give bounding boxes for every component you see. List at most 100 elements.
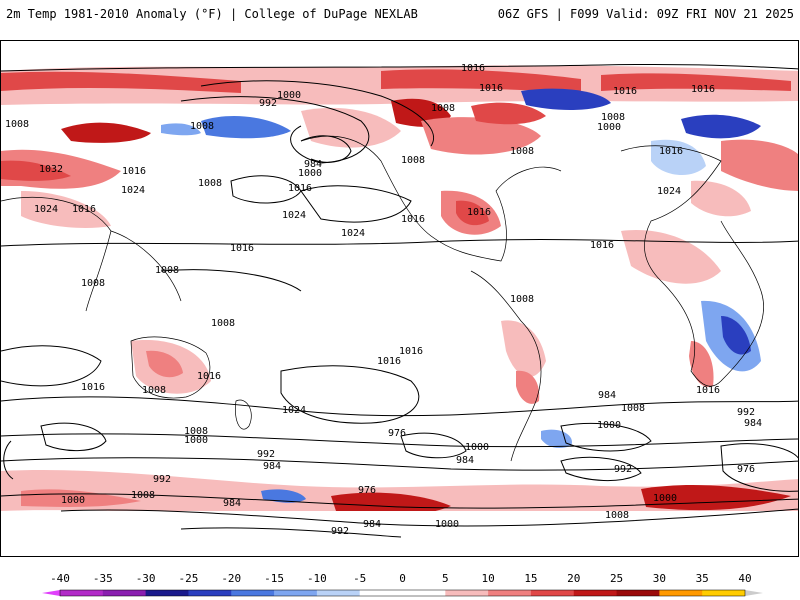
isobar-label: 1000 [653,493,677,504]
isobar-label: 1008 [81,278,105,289]
isobar-label: 1000 [465,442,489,453]
isobar-label: 1000 [61,495,85,506]
colorbar-tick-label: -25 [178,572,199,585]
isobar-label: 1024 [341,228,365,239]
isobar-label: 976 [358,485,376,496]
colorbar-outline [59,589,746,597]
colorbar-segment [60,590,104,596]
colorbar-tick-label: 25 [609,572,624,585]
anomaly-map: 1016 1016 1000 992 1008 1016 1016 1008 1… [1,63,798,556]
isobar-label: 1008 [142,385,166,396]
colorbar-segment [274,590,318,596]
colorbar-tick-label: 10 [481,572,495,585]
isobar-label: 1000 [298,168,322,179]
model-run-info: 06Z GFS | F099 Valid: 09Z FRI NOV 21 202… [497,7,794,21]
colorbar-segment [359,590,403,596]
isobar-label: 1008 [510,146,534,157]
colorbar-right-arrow [745,590,763,596]
isobar-label: 992 [614,464,632,475]
isobar-label: 1016 [659,146,683,157]
isobar-label: 1008 [431,103,455,114]
isobar-label: 1000 [597,122,621,133]
colorbar-tick-label: 30 [652,572,666,585]
isobar-label: 1008 [131,490,155,501]
isobars [1,63,798,538]
isobar-label: 984 [744,418,762,429]
isobar-label: 984 [456,455,474,466]
isobar-label: 1016 [613,86,637,97]
isobar-label: 976 [737,464,755,475]
isobar-label: 1008 [155,265,179,276]
isobar-label: 1008 [211,318,235,329]
isobar-label: 1016 [467,207,491,218]
isobar-label: 1016 [230,243,254,254]
isobar-label: 992 [257,449,275,460]
isobar-label: 1016 [399,346,423,357]
isobar-label: 1008 [605,510,629,521]
isobar-label: 1000 [435,519,459,530]
colorbar-segment [616,590,660,596]
isobar-label: 1016 [197,371,221,382]
isobar-label: 1000 [597,420,621,431]
isobar-label: 1008 [601,112,625,123]
map-panel[interactable]: 1016 1016 1000 992 1008 1016 1016 1008 1… [0,40,799,557]
isobar-label: 1008 [401,155,425,166]
colorbar-segment [188,590,232,596]
colorbar-segment [316,590,361,596]
colorbar-tick-label: -15 [264,572,284,585]
isobar-label: 1016 [696,385,720,396]
anomaly-shading [1,65,798,556]
isobar-label: 1008 [198,178,222,189]
isobar-label: 984 [223,498,241,509]
colorbar-tick-label: -35 [92,572,113,585]
isobar-label: 1024 [121,185,145,196]
isobar-label: 1016 [72,204,96,215]
isobar-label: 1008 [510,294,534,305]
isobar-label: 1024 [34,204,58,215]
coastlines [1,135,764,462]
isobar-label: 1016 [590,240,614,251]
colorbar-segment [231,590,275,596]
colorbar-segment [488,590,532,596]
isobar-label: 1016 [122,166,146,177]
isobar-label: 1008 [5,119,29,130]
colorbar-tick-label: 5 [442,572,449,585]
map-title: 2m Temp 1981-2010 Anomaly (°F) | College… [6,7,418,21]
colorbar-segment [702,590,746,596]
header: 2m Temp 1981-2010 Anomaly (°F) | College… [0,0,800,30]
isobar-label: 1016 [377,356,401,367]
isobar-label: 984 [363,519,381,530]
isobar-label: 984 [598,390,616,401]
isobar-label: 1008 [184,426,208,437]
isobar-label: 992 [153,474,171,485]
colorbar-segment [102,590,147,596]
isobar-label: 976 [388,428,406,439]
colorbar-segment [659,590,703,596]
colorbar-tick-label: 40 [738,572,752,585]
colorbar-scale [42,589,763,597]
isobar-label: 1008 [621,403,645,414]
isobar-label: 992 [331,526,349,537]
colorbar-tick-label: -30 [135,572,156,585]
isobar-label: 1032 [39,164,63,175]
colorbar-left-arrow [42,590,60,596]
isobar-label: 1024 [282,210,306,221]
colorbar-tick-label: -5 [353,572,367,585]
isobar-label: 1016 [461,63,485,74]
isobar-label: 1024 [657,186,681,197]
isobar-label: 984 [263,461,281,472]
isobar-label: 1016 [401,214,425,225]
colorbar-tick-label: 35 [695,572,709,585]
isobar-label: 1008 [190,121,214,132]
isobar-labels: 1016 1016 1000 992 1008 1016 1016 1008 1… [5,63,762,537]
colorbar-tick-label: -10 [306,572,327,585]
colorbar-segment [445,590,489,596]
isobar-label: 992 [737,407,755,418]
isobar-label: 1016 [691,84,715,95]
colorbar-segment [145,590,189,596]
isobar-label: 1000 [184,435,208,446]
colorbar: -40 -35 -30 -25 -20 -15 -10 -5 0 5 10 15 20 25 30 35 40 [0,572,800,600]
colorbar-tick-label: 15 [524,572,538,585]
isobar-label: 984 [304,159,322,170]
isobar-label: 1024 [282,405,306,416]
